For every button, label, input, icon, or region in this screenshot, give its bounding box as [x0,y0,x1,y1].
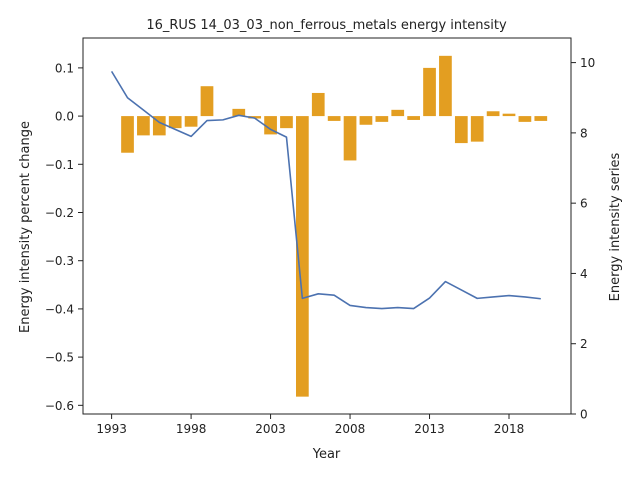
x-axis: 1993 1998 2003 2008 2013 2018 [96,414,524,436]
bar-2007 [327,116,341,121]
x-tick-label: 2013 [414,422,445,436]
bar-1997 [168,116,182,129]
x-tick-label: 1998 [176,422,207,436]
bar-2020 [534,116,548,121]
bar-1998 [184,116,198,127]
bar-1999 [200,86,214,117]
y-axis-left: 0.1 0.0 −0.1 −0.2 −0.3 −0.4 −0.5 −0.6 [45,61,83,413]
bar-2009 [359,116,373,125]
bar-2018 [502,113,516,117]
bar-2017 [486,111,500,117]
bar-2001 [232,108,246,117]
energy-intensity-series-line [110,70,541,310]
y-axis-right: 0 2 4 6 8 10 [571,56,595,422]
bar-2008 [343,116,357,161]
bar-1995 [137,116,150,136]
y-right-tick-label: 8 [580,126,588,140]
y-left-tick-label: 0.1 [55,61,74,75]
bar-1996 [152,116,166,136]
bar-2016 [470,116,484,142]
bar-2006 [311,92,325,117]
bar-2011 [391,109,405,117]
chart-title: 16_RUS 14_03_03_non_ferrous_metals energ… [146,18,507,33]
bar-2015 [454,116,468,144]
y-right-tick-label: 0 [580,408,588,422]
y-right-tick-label: 10 [580,56,595,70]
bar-2003 [264,116,277,135]
y-left-tick-label: −0.5 [45,351,74,365]
y-axis-left-title: Energy intensity percent change [18,121,33,333]
bar-2004 [280,116,293,129]
bar-2014 [439,55,452,117]
bar-1994 [121,116,134,153]
y-right-tick-label: 2 [580,337,588,351]
y-left-tick-label: −0.2 [45,206,74,220]
x-axis-title: Year [312,447,341,462]
plot-frame [82,37,572,415]
y-left-tick-label: 0.0 [55,110,74,124]
y-right-tick-label: 6 [580,197,588,211]
bar-2019 [518,116,532,122]
bar-2005 [296,116,309,397]
line-layer [110,70,541,310]
y-left-tick-label: −0.6 [45,399,74,413]
y-left-tick-label: −0.4 [45,302,74,316]
y-left-tick-label: −0.1 [45,158,74,172]
y-right-tick-label: 4 [580,267,588,281]
x-tick-label: 2018 [494,422,525,436]
x-tick-label: 2008 [335,422,366,436]
bar-2012 [407,116,420,120]
bar-2002 [248,116,262,119]
x-tick-label: 1993 [96,422,127,436]
x-tick-label: 2003 [255,422,286,436]
bar-2010 [375,116,389,122]
y-axis-right-title: Energy intensity series [608,152,623,301]
bar-2013 [423,67,436,117]
y-left-tick-label: −0.3 [45,254,74,268]
bars-layer [121,55,548,397]
